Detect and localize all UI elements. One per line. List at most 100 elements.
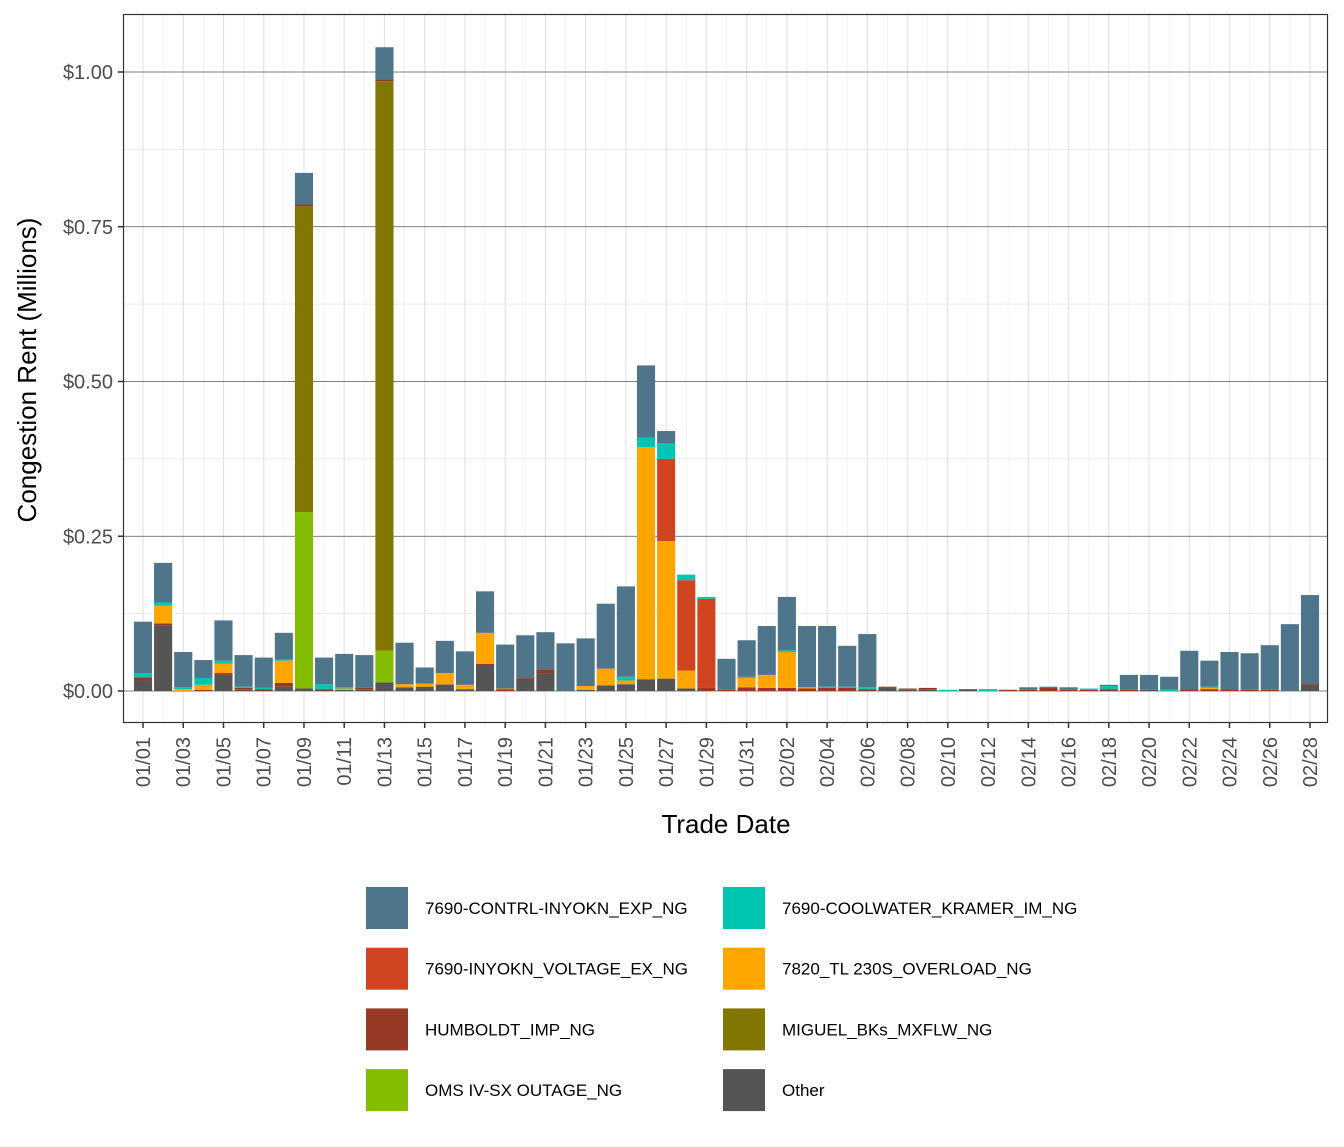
bar-segment bbox=[1079, 688, 1098, 690]
bar-segment bbox=[254, 657, 273, 688]
legend-item: 7690-COOLWATER_KRAMER_IM_NG bbox=[723, 887, 1077, 929]
bar-segment bbox=[757, 687, 776, 691]
x-tick-label: 02/18 bbox=[1099, 737, 1121, 787]
bar-segment bbox=[536, 669, 555, 674]
x-tick-label: 01/07 bbox=[254, 737, 276, 787]
bar-segment bbox=[918, 687, 937, 690]
bar-segment bbox=[1200, 660, 1219, 687]
bar-segment bbox=[958, 689, 978, 691]
bar-segment bbox=[737, 640, 756, 677]
bar-segment bbox=[375, 650, 394, 683]
bar-segment bbox=[1220, 689, 1239, 691]
bar-segment bbox=[516, 635, 535, 678]
bar-segment bbox=[315, 657, 334, 685]
bar-segment bbox=[133, 621, 153, 674]
bar-segment bbox=[294, 512, 314, 689]
bar-segment bbox=[717, 689, 736, 691]
bar-segment bbox=[174, 687, 193, 690]
legend-swatch bbox=[366, 1069, 408, 1112]
bar-segment bbox=[1300, 595, 1320, 684]
x-tick-label: 02/26 bbox=[1260, 737, 1282, 787]
bar-segment bbox=[858, 634, 877, 688]
bar-segment bbox=[294, 172, 314, 205]
bar-segment bbox=[1139, 674, 1159, 690]
legend-swatch bbox=[723, 947, 765, 990]
bar-segment bbox=[194, 689, 213, 691]
bar-segment bbox=[1220, 652, 1239, 690]
legend-swatch bbox=[366, 887, 408, 929]
bar-segment bbox=[475, 591, 495, 633]
x-tick-label: 01/31 bbox=[737, 737, 759, 787]
bar-segment bbox=[737, 687, 756, 691]
bar-segment bbox=[1139, 689, 1159, 691]
bar-segment bbox=[636, 679, 656, 691]
bar-segment bbox=[435, 673, 454, 685]
bar-segment bbox=[234, 687, 253, 690]
bar-segment bbox=[415, 683, 434, 687]
legend-label: 7690-CONTRL-INYOKN_EXP_NG bbox=[425, 899, 688, 918]
bar-segment bbox=[1099, 689, 1118, 691]
bar-segment bbox=[596, 603, 615, 669]
bar-segment bbox=[274, 660, 293, 683]
bar-segment bbox=[174, 652, 193, 688]
bar-segment bbox=[1180, 650, 1199, 690]
bar-segment bbox=[556, 643, 575, 691]
legend-item: 7690-INYOKN_VOLTAGE_EX_NG bbox=[366, 947, 688, 990]
x-tick-label: 01/01 bbox=[133, 737, 155, 787]
bar-segment bbox=[576, 686, 595, 690]
bar-segment bbox=[1200, 689, 1219, 691]
bar-segment bbox=[838, 645, 857, 687]
bar-segment bbox=[335, 688, 354, 690]
bar-segment bbox=[616, 684, 635, 691]
bar-segment bbox=[1280, 624, 1299, 691]
bar-segment bbox=[1260, 689, 1279, 691]
bar-segment bbox=[1099, 686, 1118, 690]
bar-segment bbox=[556, 690, 575, 691]
bar-segment bbox=[455, 684, 474, 690]
bar-segment bbox=[999, 689, 1018, 691]
x-tick-label: 01/21 bbox=[535, 737, 557, 787]
x-tick-label: 02/24 bbox=[1220, 737, 1242, 787]
bar-segment bbox=[516, 677, 535, 679]
bar-segment bbox=[697, 687, 716, 691]
bar-segment bbox=[315, 684, 334, 690]
x-tick-label: 02/08 bbox=[898, 737, 920, 787]
bar-segment bbox=[596, 668, 615, 686]
y-axis-title: Congestion Rent (Millions) bbox=[12, 218, 42, 523]
bar-segment bbox=[315, 689, 334, 691]
y-tick-label: $1.00 bbox=[63, 62, 113, 84]
x-tick-label: 02/22 bbox=[1179, 737, 1201, 787]
bar-segment bbox=[194, 678, 213, 685]
legend-item: MIGUEL_BKs_MXFLW_NG bbox=[723, 1008, 992, 1051]
x-tick-label: 01/29 bbox=[696, 737, 718, 787]
bar-segment bbox=[475, 632, 495, 664]
bar-segment bbox=[335, 689, 354, 691]
bar-segment bbox=[375, 81, 394, 651]
bar-segment bbox=[1099, 684, 1118, 687]
bar-segment bbox=[657, 678, 676, 691]
bar-segment bbox=[194, 684, 213, 690]
bar-segment bbox=[274, 632, 293, 660]
legend-item: OMS IV-SX OUTAGE_NG bbox=[366, 1069, 622, 1112]
bar-segment bbox=[214, 674, 233, 691]
x-tick-label: 02/10 bbox=[938, 737, 960, 787]
legend-item: Other bbox=[723, 1069, 825, 1112]
bar-segment bbox=[818, 686, 837, 688]
bar-segment bbox=[1200, 686, 1219, 688]
bar-segment bbox=[757, 626, 776, 675]
bar-segment bbox=[133, 680, 153, 691]
x-tick-label: 02/28 bbox=[1300, 737, 1322, 787]
bar-segment bbox=[636, 437, 656, 448]
bar-segment bbox=[1240, 689, 1259, 691]
x-tick-label: 01/25 bbox=[616, 737, 638, 787]
x-axis: 01/01 01/03 01/05 01/07 01/09 01/11 01/13 01/15… bbox=[133, 723, 1322, 787]
bar-segment bbox=[294, 204, 314, 207]
bar-segment bbox=[797, 688, 817, 691]
bar-segment bbox=[898, 689, 917, 691]
bar-segment bbox=[395, 684, 414, 688]
x-tick-label: 01/11 bbox=[334, 737, 356, 786]
bar-segment bbox=[154, 562, 173, 603]
bar-segment bbox=[777, 687, 796, 691]
bar-segment bbox=[636, 365, 656, 438]
bar-segment bbox=[194, 660, 213, 679]
